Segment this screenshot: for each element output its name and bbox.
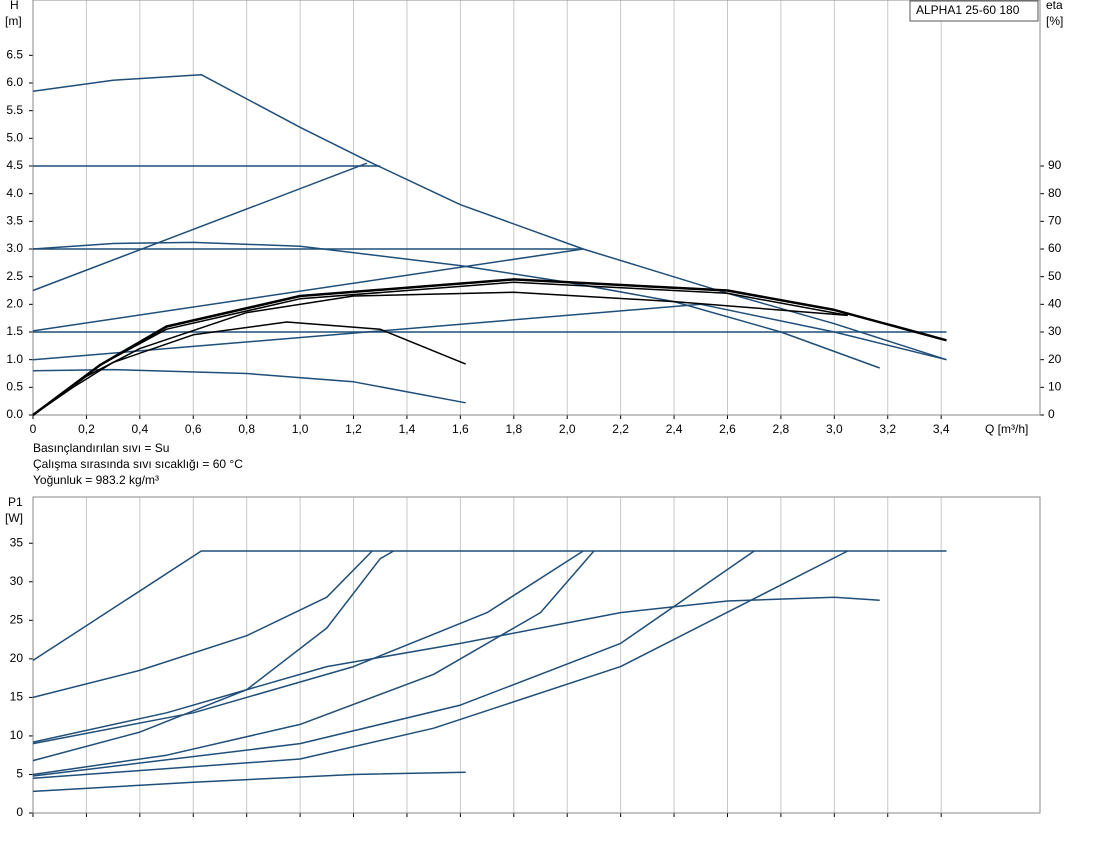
y2-label: eta — [1046, 0, 1063, 12]
y-tick-label: 15 — [10, 690, 24, 704]
curve — [32, 368, 466, 404]
y-tick-label: 5.5 — [6, 103, 23, 117]
curve — [32, 550, 394, 762]
y-label: P1 — [8, 495, 23, 509]
y-tick-label: 1.0 — [6, 352, 23, 366]
x-tick-label: 3,0 — [826, 422, 843, 436]
y2-tick-label: 0 — [1048, 407, 1055, 421]
y-tick-label: 3.5 — [6, 214, 23, 228]
x-tick-label: 0,2 — [78, 422, 95, 436]
y-tick-label: 2.5 — [6, 269, 23, 283]
x-tick-label: 1,6 — [452, 422, 469, 436]
x-tick-label: 0,4 — [131, 422, 148, 436]
y-tick-label: 5.0 — [6, 131, 23, 145]
curve — [32, 321, 466, 416]
x-tick-label: 2,2 — [612, 422, 629, 436]
curve — [32, 550, 849, 780]
note: Çalışma sırasında sıvı sıcaklığı = 60 °C — [33, 457, 243, 471]
y2-tick-label: 70 — [1048, 214, 1062, 228]
y2-tick-label: 40 — [1048, 297, 1062, 311]
x-tick-label: 2,6 — [719, 422, 736, 436]
y-tick-label: 10 — [10, 728, 24, 742]
x-tick-label: 2,0 — [559, 422, 576, 436]
y2-tick-label: 10 — [1048, 380, 1062, 394]
y-tick-label: 2.0 — [6, 297, 23, 311]
y-tick-label: 0.0 — [6, 407, 23, 421]
x-tick-label: 1,8 — [505, 422, 522, 436]
legend-box — [909, 0, 1039, 22]
curve — [32, 248, 584, 332]
x-tick-label: 1,4 — [399, 422, 416, 436]
x-tick-label: 1,0 — [292, 422, 309, 436]
y2-tick-label: 80 — [1048, 186, 1062, 200]
x-tick-label: 3,4 — [933, 422, 950, 436]
x-tick-label: 0,6 — [185, 422, 202, 436]
y2-tick-label: 50 — [1048, 269, 1062, 283]
y-label: H — [10, 0, 19, 12]
note: Basınçlandırılan sıvı = Su — [33, 441, 169, 455]
curve — [32, 550, 947, 662]
y-tick-label: 35 — [10, 535, 24, 549]
y-tick-label: 3.0 — [6, 241, 23, 255]
y2-tick-label: 20 — [1048, 352, 1062, 366]
x-tick-label: 2,8 — [773, 422, 790, 436]
y2-unit: [%] — [1046, 14, 1063, 28]
y2-tick-label: 90 — [1048, 158, 1062, 172]
y-tick-label: 4.5 — [6, 158, 23, 172]
y-tick-label: 6.0 — [6, 75, 23, 89]
curve — [32, 291, 848, 416]
curve — [32, 278, 947, 417]
curve — [32, 550, 595, 776]
x-tick-label: 3,2 — [879, 422, 896, 436]
y2-tick-label: 30 — [1048, 324, 1062, 338]
x-tick-label: 1,2 — [345, 422, 362, 436]
note: Yoğunluk = 983.2 kg/m³ — [33, 473, 159, 487]
y-tick-label: 30 — [10, 574, 24, 588]
y-unit: [W] — [5, 511, 23, 525]
y-tick-label: 5 — [16, 767, 23, 781]
x-tick-label: 0,8 — [238, 422, 255, 436]
curve — [32, 303, 947, 361]
y-tick-label: 4.0 — [6, 186, 23, 200]
plot-frame — [32, 0, 1041, 416]
y-unit: [m] — [5, 14, 22, 28]
curve — [32, 596, 880, 743]
y-tick-label: 6.5 — [6, 48, 23, 62]
curve — [32, 162, 368, 292]
y-tick-label: 20 — [10, 651, 24, 665]
x-label: Q [m³/h] — [985, 422, 1028, 436]
y-tick-label: 0.5 — [6, 380, 23, 394]
y-tick-label: 0 — [16, 805, 23, 819]
curve — [32, 73, 947, 361]
y-tick-label: 25 — [10, 612, 24, 626]
curve — [32, 241, 880, 369]
x-tick-label: 0 — [30, 422, 37, 436]
curve — [32, 550, 584, 745]
curve — [32, 550, 373, 699]
plot-frame — [32, 496, 1041, 814]
curve — [32, 550, 755, 777]
y2-tick-label: 60 — [1048, 241, 1062, 255]
legend-text: ALPHA1 25-60 180 — [916, 3, 1020, 17]
curve — [32, 771, 466, 793]
x-tick-label: 2,4 — [666, 422, 683, 436]
y-tick-label: 1.5 — [6, 324, 23, 338]
